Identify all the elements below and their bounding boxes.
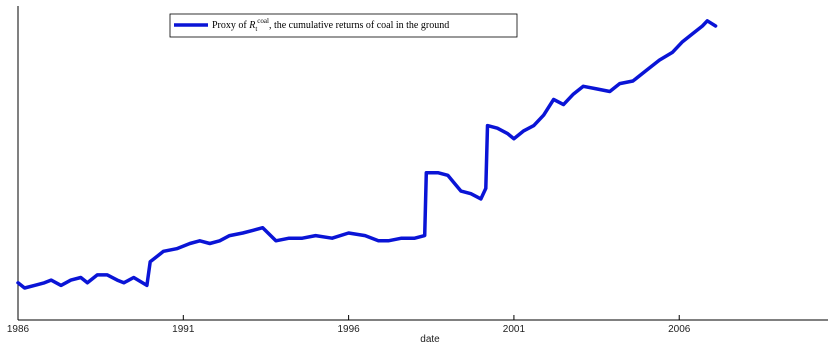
legend-label: Proxy of Rtcoal, the cumulative returns …: [212, 17, 449, 33]
plot-area: [18, 6, 828, 320]
legend-label-superscript: coal: [257, 17, 269, 25]
series-line-coal-returns: [16, 19, 718, 290]
x-tick-label-1996: 1996: [337, 324, 360, 335]
legend: Proxy of Rtcoal, the cumulative returns …: [169, 13, 518, 38]
legend-label-prefix: Proxy of: [212, 20, 249, 31]
x-axis-title: date: [420, 334, 440, 345]
legend-label-symbol: R: [248, 20, 255, 31]
x-tick-label-2001: 2001: [503, 324, 526, 335]
legend-label-subscript: t: [255, 25, 257, 33]
x-tick-label-1986: 1986: [7, 324, 30, 335]
x-axis-ticks: 1986 1991 1996 2001 2006: [7, 315, 691, 335]
legend-box: [169, 13, 518, 38]
x-tick-label-2006: 2006: [668, 324, 691, 335]
legend-label-suffix: , the cumulative returns of coal in the …: [269, 20, 449, 31]
x-tick-label-1991: 1991: [172, 324, 195, 335]
